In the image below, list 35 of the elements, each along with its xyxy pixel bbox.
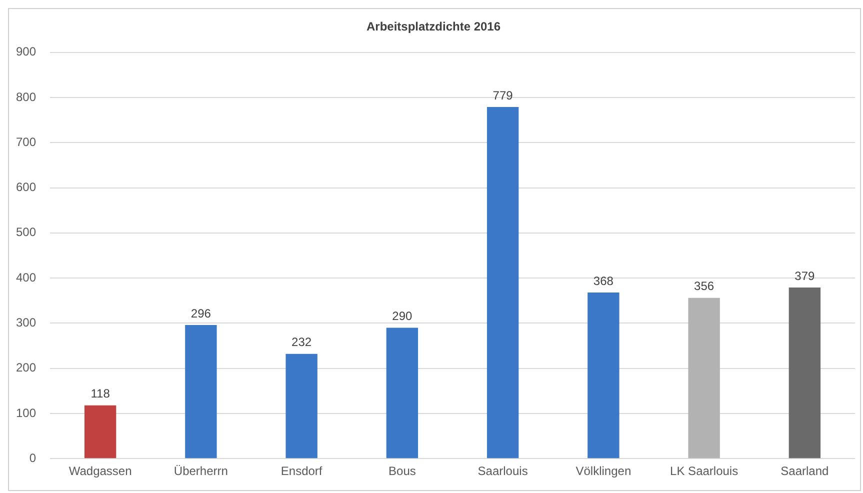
y-tick-label: 100 bbox=[16, 406, 36, 420]
y-tick-label: 300 bbox=[16, 316, 36, 330]
y-tick-label: 500 bbox=[16, 225, 36, 240]
y-tick-label: 0 bbox=[29, 450, 36, 465]
y-tick-label: 600 bbox=[16, 180, 36, 194]
data-label: 368 bbox=[593, 274, 614, 288]
data-label: 356 bbox=[694, 279, 714, 294]
bar bbox=[486, 107, 519, 458]
x-tick-label: Überherrn bbox=[174, 464, 228, 478]
data-label: 779 bbox=[492, 88, 514, 102]
x-tick-label: Ensdorf bbox=[280, 464, 323, 478]
bar bbox=[84, 405, 116, 458]
data-label: 290 bbox=[392, 309, 413, 324]
x-tick-label: Völklingen bbox=[576, 464, 632, 478]
y-tick-label: 900 bbox=[16, 44, 36, 59]
x-tick-label: Saarlouis bbox=[478, 464, 528, 478]
data-label: 296 bbox=[190, 306, 212, 320]
x-tick-label: Saarland bbox=[780, 464, 829, 478]
bar bbox=[688, 298, 720, 458]
y-tick-label: 800 bbox=[16, 90, 36, 104]
x-tick-label: LK Saarlouis bbox=[670, 464, 738, 478]
data-label: 118 bbox=[90, 386, 110, 401]
data-label: 379 bbox=[794, 268, 816, 283]
bar bbox=[286, 354, 318, 458]
x-tick-label: Bous bbox=[388, 464, 416, 478]
bar bbox=[386, 328, 418, 458]
y-tick-label: 200 bbox=[16, 360, 36, 375]
bar bbox=[788, 288, 821, 458]
bar bbox=[588, 292, 620, 458]
data-label: 232 bbox=[292, 335, 312, 350]
chart-title: Arbeitsplatzdichte 2016 bbox=[366, 20, 501, 34]
bar bbox=[185, 325, 217, 458]
x-tick-label: Wadgassen bbox=[68, 464, 132, 478]
y-tick-label: 400 bbox=[16, 270, 36, 284]
y-tick-label: 700 bbox=[16, 134, 36, 149]
